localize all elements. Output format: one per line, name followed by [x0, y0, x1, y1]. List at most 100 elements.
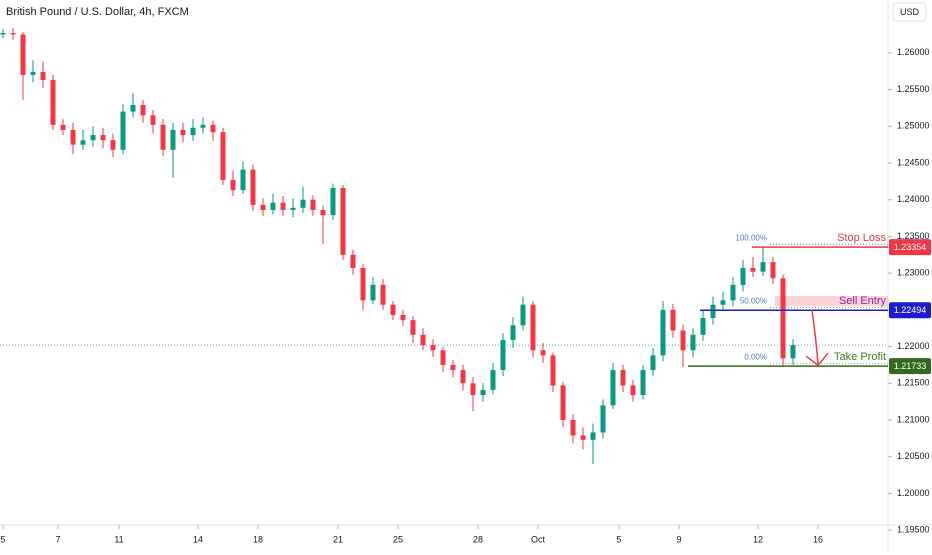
candle-body — [290, 207, 296, 210]
candle-body — [250, 169, 256, 205]
candle-body — [520, 304, 526, 326]
y-tick-label: 1.21000 — [897, 414, 930, 424]
candle-body — [450, 364, 456, 371]
y-tick-label: 1.20500 — [897, 451, 930, 461]
currency-button[interactable] — [892, 2, 927, 22]
price-tag-label: 1.23354 — [894, 242, 927, 252]
candle-body — [180, 129, 186, 136]
candle-body — [680, 330, 686, 351]
x-tick-label: 21 — [333, 534, 343, 544]
x-tick-label: 28 — [473, 534, 483, 544]
candle-body — [720, 300, 726, 305]
candle-body — [350, 254, 356, 269]
x-tick-label: 25 — [393, 534, 403, 544]
candle-body — [620, 370, 626, 386]
candle-body — [660, 309, 666, 356]
candle-body — [130, 105, 136, 112]
x-tick-label: 5 — [0, 534, 5, 544]
candle-body — [430, 345, 436, 351]
candle-body — [200, 124, 206, 128]
fib-label: 50.00% — [740, 296, 767, 305]
candle-body — [230, 179, 236, 191]
candle-body — [370, 284, 376, 301]
candle-body — [600, 405, 606, 433]
candle-body — [730, 284, 736, 301]
candle-body — [440, 350, 446, 365]
candle-body — [780, 278, 786, 359]
candle-body — [570, 420, 576, 436]
candle-body — [510, 325, 516, 340]
candle-body — [550, 355, 556, 386]
candle-body — [540, 350, 546, 356]
candle-body — [610, 370, 616, 406]
candle-body — [400, 315, 406, 321]
candle-body — [260, 204, 266, 210]
y-tick-label: 1.22000 — [897, 341, 930, 351]
y-tick-label: 1.20000 — [897, 488, 930, 498]
candle-body — [530, 304, 536, 351]
candle-body — [390, 304, 396, 315]
candle-body — [560, 385, 566, 420]
x-tick-label: 11 — [114, 534, 123, 544]
y-tick-label: 1.23000 — [897, 268, 930, 278]
candle-body — [790, 345, 796, 359]
candle-body — [670, 309, 676, 331]
y-tick-label: 1.21500 — [897, 378, 930, 388]
level-name: Stop Loss — [837, 232, 886, 244]
price-tag-label: 1.22494 — [894, 305, 927, 315]
price-tag — [889, 239, 931, 256]
candle-body — [20, 34, 26, 75]
y-tick-label: 1.25000 — [897, 121, 930, 131]
candle-body — [460, 370, 466, 384]
x-tick-label: 12 — [753, 534, 763, 544]
fib-label: 100.00% — [735, 233, 767, 242]
candle-body — [420, 334, 426, 346]
candle-body — [630, 385, 636, 396]
candle-body — [590, 432, 596, 440]
candle-body — [380, 284, 386, 305]
candle-body — [80, 140, 86, 145]
candle-body — [490, 370, 496, 390]
candle-body — [480, 389, 486, 396]
candle-body — [60, 124, 66, 130]
price-tag-label: 1.21733 — [894, 361, 927, 371]
y-tick-label: 1.24000 — [897, 194, 930, 204]
candle-body — [10, 33, 16, 35]
candle-body — [0, 33, 6, 35]
currency-label[interactable]: USD — [900, 7, 920, 17]
candle-body — [640, 370, 646, 396]
y-tick-label: 1.26000 — [897, 47, 930, 57]
entry-zone — [775, 295, 888, 307]
candle-body — [30, 71, 36, 75]
candle-body — [190, 127, 196, 136]
candle-body — [760, 262, 766, 272]
x-tick-label: 9 — [676, 534, 681, 544]
x-tick-label: 14 — [193, 534, 203, 544]
candle-body — [280, 202, 286, 210]
candle-body — [50, 80, 56, 125]
level-name: Take Profit — [834, 351, 886, 363]
candle-body — [410, 320, 416, 335]
candle-body — [700, 317, 706, 335]
candle-body — [710, 304, 716, 318]
candle-body — [40, 71, 46, 81]
trade-arrow — [811, 310, 819, 365]
trade-arrow-head — [805, 352, 829, 367]
y-tick-label: 1.19500 — [897, 525, 930, 535]
candle-body — [310, 199, 316, 210]
x-tick-label: 7 — [55, 534, 60, 544]
price-tag — [889, 358, 931, 375]
candle-body — [110, 140, 116, 150]
candle-body — [300, 199, 306, 208]
y-tick-label: 1.25500 — [897, 84, 930, 94]
candle-body — [770, 262, 776, 279]
x-tick-label: 18 — [253, 534, 263, 544]
candle-body — [340, 187, 346, 255]
candle-body — [470, 383, 476, 396]
price-tag — [889, 302, 931, 319]
y-tick-label: 1.24500 — [897, 157, 930, 167]
candle-body — [360, 268, 366, 301]
chart-title: British Pound / U.S. Dollar, 4h, FXCM — [6, 6, 189, 18]
candle-body — [120, 111, 126, 150]
